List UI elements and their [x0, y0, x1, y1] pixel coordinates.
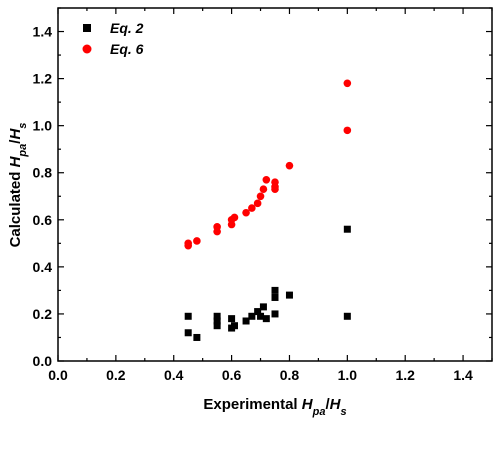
data-point-eq6: [242, 208, 250, 217]
y-tick-label: 0.8: [33, 165, 53, 181]
data-point-eq2: [271, 310, 279, 318]
x-tick-label: 0.6: [222, 367, 242, 383]
data-point-eq2: [213, 312, 221, 320]
data-point-eq6: [271, 185, 279, 194]
x-tick-label: 0.0: [48, 367, 68, 383]
legend-label: Eq. 2: [110, 20, 144, 36]
x-tick-label: 1.0: [338, 367, 358, 383]
data-point-eq2: [230, 322, 238, 330]
ticks-layer: [57, 7, 493, 362]
data-point-eq2: [193, 333, 201, 341]
data-point-eq2: [254, 308, 262, 316]
data-point-eq6: [253, 199, 262, 208]
data-point-eq2: [228, 315, 236, 323]
data-point-eq2: [257, 312, 265, 320]
y-tick-label: 0.2: [33, 306, 53, 322]
data-point-eq2: [242, 317, 250, 325]
data-point-eq2: [271, 293, 279, 301]
tick-labels-layer: 0.0 0.2 0.4 0.6 0.8 1.0 1.2 1.4 0.0 0.2 0.4 0.6 0.8 1…: [33, 24, 473, 383]
legend-label: Eq. 6: [110, 41, 144, 57]
data-point-eq2: [259, 303, 267, 311]
data-point-eq2: [213, 317, 221, 325]
points-layer: [184, 79, 352, 341]
data-point-eq6: [259, 185, 268, 194]
data-point-eq2: [271, 286, 279, 294]
data-point-eq6: [213, 227, 221, 236]
legend-marker-eq6: [82, 44, 92, 54]
x-tick-label: 0.8: [280, 367, 300, 383]
data-point-eq6: [262, 175, 271, 184]
data-point-eq2: [285, 291, 293, 299]
x-tick-label: 0.2: [106, 367, 126, 383]
x-tick-label: 0.4: [164, 367, 184, 383]
data-point-eq2: [343, 225, 351, 233]
data-point-eq6: [343, 79, 352, 88]
data-point-eq2: [184, 329, 192, 337]
plot-frame: [57, 7, 493, 362]
legend: Eq. 2 Eq. 6: [82, 20, 144, 57]
x-axis-label: Experimental Hpa/Hs: [203, 396, 346, 418]
y-tick-label: 0.4: [33, 259, 53, 275]
data-point-eq6: [230, 213, 239, 222]
data-point-eq2: [184, 312, 192, 320]
data-point-eq2: [262, 315, 270, 323]
data-point-eq2: [248, 312, 256, 320]
y-axis-label: Calculated Hpa/Hs: [7, 123, 29, 248]
data-point-eq2: [213, 322, 221, 330]
data-point-eq6: [343, 126, 352, 135]
x-tick-label: 1.4: [453, 367, 473, 383]
y-tick-label: 0.0: [33, 353, 53, 369]
data-point-eq6: [285, 161, 294, 170]
y-tick-label: 1.0: [33, 118, 53, 134]
y-tick-label: 0.6: [33, 212, 53, 228]
y-tick-label: 1.4: [33, 24, 53, 40]
legend-marker-eq2: [83, 24, 91, 32]
x-tick-label: 1.2: [395, 367, 415, 383]
data-point-eq6: [193, 237, 201, 245]
data-point-eq2: [343, 312, 351, 320]
y-tick-label: 1.2: [33, 71, 53, 87]
data-point-eq6: [248, 204, 256, 212]
data-point-eq6: [184, 239, 192, 248]
data-point-eq6: [256, 192, 265, 201]
